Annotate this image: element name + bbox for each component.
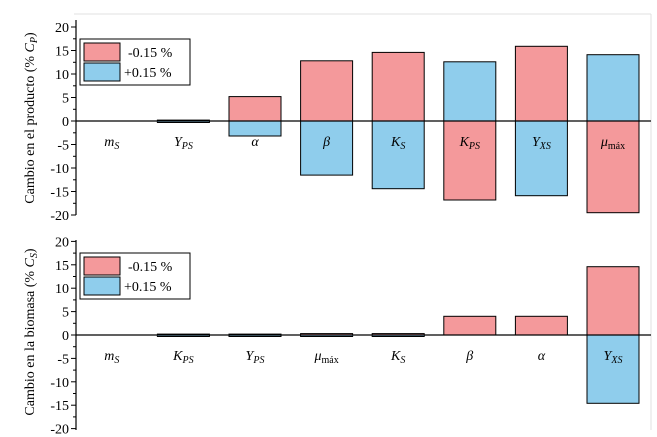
- y-tick-label: -10: [50, 162, 69, 177]
- category-label: μmáx: [313, 349, 338, 366]
- legend-swatch-minus: [83, 42, 121, 62]
- category-label: KS: [390, 135, 405, 152]
- legend-swatch-plus: [83, 62, 121, 82]
- bar-plus-4: [371, 120, 425, 190]
- category-label: YPS: [174, 135, 193, 152]
- bar-plus-7: [586, 334, 640, 404]
- y-tick-label: -20: [50, 423, 69, 437]
- legend-swatch-plus: [83, 276, 121, 296]
- category-label: YXS: [604, 349, 623, 366]
- y-tick-label: -15: [50, 399, 69, 414]
- category-label: μmáx: [600, 135, 625, 152]
- bar-plus-3: [300, 120, 354, 176]
- legend-label-minus: -0.15 %: [128, 46, 173, 61]
- bar-minus-6: [514, 315, 568, 336]
- bar-plus-2: [228, 120, 282, 137]
- biomass-yticks: 20 15 10 5 0 -5 -10 -15 -20: [50, 235, 76, 437]
- category-label: mS: [104, 349, 119, 366]
- y-tick-label: 10: [55, 282, 69, 297]
- y-tick-label: 15: [55, 45, 69, 60]
- y-tick-label: 0: [62, 115, 69, 130]
- category-label: α: [251, 135, 259, 150]
- category-label: KS: [390, 349, 405, 366]
- bar-minus-7: [586, 120, 640, 214]
- category-label: α: [538, 349, 546, 364]
- y-tick-label: -5: [57, 139, 69, 154]
- y-axis-label: Cambio en la biomasa (% CS): [23, 248, 40, 415]
- bar-minus-5: [443, 315, 497, 336]
- legend-label-minus: -0.15 %: [128, 260, 173, 275]
- bar-minus-6: [514, 45, 568, 122]
- legend: -0.15 % +0.15 %: [79, 38, 191, 86]
- legend-label-plus: +0.15 %: [124, 66, 172, 81]
- bar-plus-6: [514, 120, 568, 197]
- bar-plus-7: [586, 54, 640, 122]
- product-yticks: 20 15 10 5 0 -5 -10 -15 -20: [50, 21, 76, 224]
- category-label: β: [465, 349, 473, 364]
- product-bars: [156, 45, 640, 214]
- category-label: KPS: [459, 135, 480, 152]
- y-tick-label: 0: [62, 329, 69, 344]
- bar-minus-4: [371, 51, 425, 122]
- y-tick-label: 10: [55, 68, 69, 83]
- y-tick-label: 20: [55, 21, 69, 36]
- product-catlabels: mS YPS α β KS KPS YXS μmáx: [104, 135, 625, 152]
- biomass-catlabels: mS KPS YPS μmáx KS β α YXS: [104, 349, 622, 366]
- category-label: YXS: [532, 135, 551, 152]
- y-tick-label: -20: [50, 209, 69, 224]
- y-tick-label: 5: [62, 306, 69, 321]
- y-axis-label: Cambio en el producto (% CP): [23, 32, 40, 204]
- y-tick-label: -5: [57, 352, 69, 367]
- y-tick-label: 15: [55, 259, 69, 274]
- legend-label-plus: +0.15 %: [124, 280, 172, 295]
- category-label: β: [322, 135, 330, 150]
- bar-minus-5: [443, 120, 497, 201]
- y-tick-label: 20: [55, 235, 69, 250]
- category-label: YPS: [246, 349, 265, 366]
- category-label: mS: [104, 135, 119, 152]
- bar-plus-5: [443, 61, 497, 122]
- legend: -0.15 % +0.15 %: [79, 252, 191, 300]
- y-tick-label: -10: [50, 376, 69, 391]
- y-tick-label: -15: [50, 186, 69, 201]
- legend-swatch-minus: [83, 256, 121, 276]
- bar-minus-2: [228, 96, 282, 122]
- bar-minus-7: [586, 266, 640, 336]
- category-label: KPS: [172, 349, 193, 366]
- y-tick-label: 5: [62, 92, 69, 107]
- bar-minus-3: [300, 60, 354, 122]
